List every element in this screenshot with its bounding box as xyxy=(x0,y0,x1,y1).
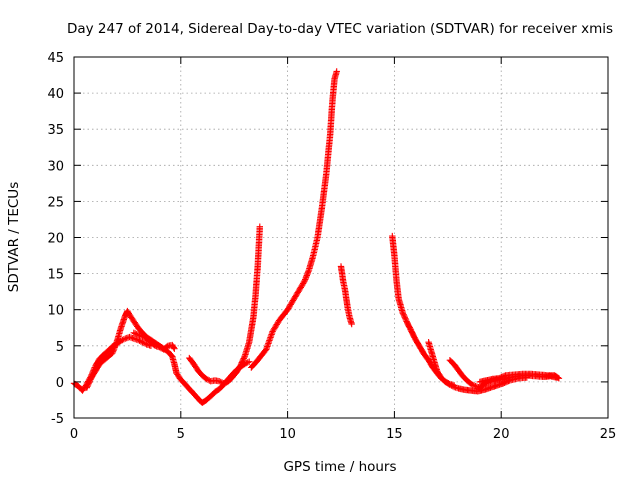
axis-ticks xyxy=(73,56,609,419)
y-tick-label: 35 xyxy=(47,123,64,138)
gridlines xyxy=(74,57,608,418)
x-tick-label: 10 xyxy=(279,427,296,442)
y-tick-label: 20 xyxy=(47,232,64,247)
x-tick-labels: 0 5 10 15 20 25 xyxy=(70,427,616,442)
series-pass-d xyxy=(186,223,263,387)
x-tick-label: 15 xyxy=(386,427,403,442)
y-axis-label: SDTVAR / TECUs xyxy=(6,182,22,292)
x-tick-label: 25 xyxy=(600,427,617,442)
x-axis-label: GPS time / hours xyxy=(283,459,396,475)
x-tick-label: 0 xyxy=(70,427,78,442)
y-tick-label: 45 xyxy=(47,51,64,66)
series-pass-a xyxy=(70,333,155,394)
series-pass-j xyxy=(476,370,563,386)
series-pass-h xyxy=(425,339,458,389)
chart-title: Day 247 of 2014, Sidereal Day-to-day VTE… xyxy=(67,21,613,37)
y-tick-label: 25 xyxy=(47,195,64,210)
y-tick-label: 40 xyxy=(47,87,64,102)
y-tick-label: 15 xyxy=(47,268,64,283)
x-tick-label: 5 xyxy=(177,427,185,442)
y-tick-label: 5 xyxy=(56,340,64,355)
data-series xyxy=(70,68,563,406)
y-tick-label: 0 xyxy=(56,376,64,391)
x-tick-label: 20 xyxy=(493,427,510,442)
series-pass-e xyxy=(248,68,340,371)
y-tick-label: 30 xyxy=(47,159,64,174)
series-pass-f xyxy=(337,263,355,328)
y-tick-label: 10 xyxy=(47,304,64,319)
y-tick-label: -5 xyxy=(51,412,64,427)
series-pass-c xyxy=(130,329,178,353)
series-pass-b xyxy=(83,307,253,406)
y-tick-labels: -5 0 5 10 15 20 25 30 35 40 45 xyxy=(47,51,64,427)
